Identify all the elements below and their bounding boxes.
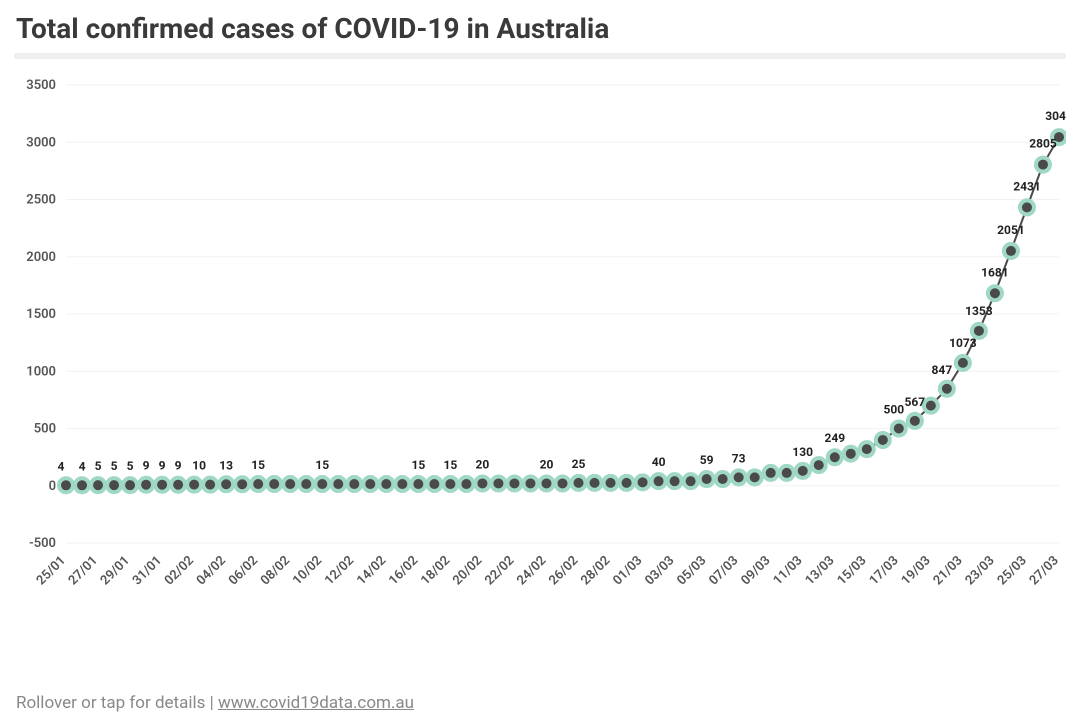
svg-text:19/03: 19/03 (899, 553, 934, 588)
svg-text:1500: 1500 (26, 307, 56, 322)
source-link[interactable]: www.covid19data.com.au (218, 693, 414, 713)
svg-text:2500: 2500 (26, 193, 56, 208)
svg-text:9: 9 (143, 459, 150, 473)
svg-text:20/02: 20/02 (450, 553, 485, 588)
svg-text:1000: 1000 (26, 364, 56, 379)
svg-text:2051: 2051 (997, 223, 1025, 237)
svg-text:18/02: 18/02 (418, 553, 453, 588)
svg-text:5: 5 (111, 459, 118, 473)
chart-footer: Rollover or tap for details | www.covid1… (16, 693, 414, 713)
svg-text:1073: 1073 (949, 336, 977, 350)
svg-text:25/01: 25/01 (34, 553, 69, 588)
svg-text:4: 4 (58, 459, 65, 473)
svg-text:5: 5 (95, 459, 102, 473)
footer-prefix: Rollover or tap for details | (16, 693, 218, 713)
svg-text:2431: 2431 (1013, 179, 1041, 193)
svg-text:04/02: 04/02 (194, 553, 229, 588)
svg-text:27/01: 27/01 (66, 553, 101, 588)
svg-text:29/01: 29/01 (98, 553, 133, 588)
svg-text:-500: -500 (29, 536, 56, 551)
svg-text:07/03: 07/03 (706, 553, 741, 588)
svg-text:249: 249 (824, 431, 845, 445)
svg-text:40: 40 (652, 455, 666, 469)
svg-text:28/02: 28/02 (578, 553, 613, 588)
svg-text:567: 567 (905, 395, 926, 409)
svg-text:9: 9 (159, 459, 166, 473)
svg-text:06/02: 06/02 (226, 553, 261, 588)
svg-text:02/02: 02/02 (162, 553, 197, 588)
svg-text:130: 130 (792, 445, 813, 459)
svg-text:500: 500 (884, 403, 905, 417)
svg-text:10: 10 (192, 459, 206, 473)
svg-text:847: 847 (932, 363, 953, 377)
chart-plot-area[interactable]: -500050010001500200025003000350025/0127/… (14, 65, 1066, 635)
svg-text:15: 15 (315, 458, 329, 472)
svg-text:13/03: 13/03 (802, 553, 837, 588)
chart-container: Total confirmed cases of COVID-19 in Aus… (0, 0, 1080, 723)
svg-text:5: 5 (127, 459, 134, 473)
svg-text:20: 20 (540, 457, 554, 471)
svg-text:500: 500 (34, 422, 56, 437)
svg-text:22/02: 22/02 (482, 553, 517, 588)
title-divider (14, 53, 1066, 59)
svg-text:17/03: 17/03 (867, 553, 902, 588)
svg-text:27/03: 27/03 (1027, 553, 1062, 588)
svg-text:1353: 1353 (965, 304, 993, 318)
svg-text:14/02: 14/02 (354, 553, 389, 588)
svg-text:25/03: 25/03 (995, 553, 1030, 588)
svg-text:15/03: 15/03 (835, 553, 870, 588)
svg-text:24/02: 24/02 (514, 553, 549, 588)
svg-text:3000: 3000 (26, 135, 56, 150)
svg-text:01/03: 01/03 (610, 553, 645, 588)
svg-text:15: 15 (443, 458, 457, 472)
svg-text:23/03: 23/03 (963, 553, 998, 588)
svg-text:2805: 2805 (1029, 137, 1057, 151)
svg-text:4: 4 (79, 459, 86, 473)
line-chart-svg: -500050010001500200025003000350025/0127/… (14, 65, 1066, 635)
svg-text:13: 13 (219, 458, 233, 472)
svg-text:31/01: 31/01 (130, 553, 165, 588)
chart-title: Total confirmed cases of COVID-19 in Aus… (16, 12, 1066, 45)
svg-text:59: 59 (700, 453, 714, 467)
svg-text:15: 15 (251, 458, 265, 472)
svg-text:3500: 3500 (26, 78, 56, 93)
svg-text:1681: 1681 (981, 265, 1009, 279)
svg-text:26/02: 26/02 (546, 553, 581, 588)
svg-text:03/03: 03/03 (642, 553, 677, 588)
svg-text:21/03: 21/03 (931, 553, 966, 588)
svg-text:15: 15 (411, 458, 425, 472)
svg-text:9: 9 (175, 459, 182, 473)
svg-text:05/03: 05/03 (674, 553, 709, 588)
svg-text:73: 73 (732, 451, 746, 465)
svg-text:10/02: 10/02 (290, 553, 325, 588)
svg-text:0: 0 (49, 479, 56, 494)
svg-text:3045: 3045 (1045, 109, 1066, 123)
svg-text:2000: 2000 (26, 250, 56, 265)
svg-text:11/03: 11/03 (770, 553, 805, 588)
svg-text:08/02: 08/02 (258, 553, 293, 588)
svg-text:09/03: 09/03 (738, 553, 773, 588)
svg-text:16/02: 16/02 (386, 553, 421, 588)
svg-text:25: 25 (572, 457, 586, 471)
svg-text:20: 20 (476, 457, 490, 471)
svg-text:12/02: 12/02 (322, 553, 357, 588)
